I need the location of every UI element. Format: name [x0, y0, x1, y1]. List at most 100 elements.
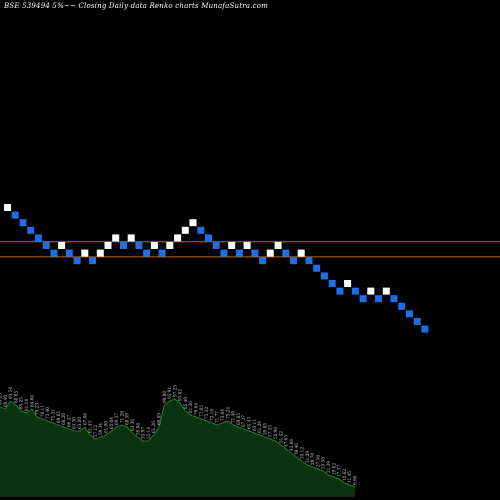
volume-label: 64.30: [72, 417, 77, 429]
volume-label: 65.43: [247, 417, 252, 429]
volume-label: 67.27: [241, 415, 246, 427]
renko-brick: [235, 249, 243, 257]
renko-brick: [305, 257, 313, 265]
renko-brick: [398, 302, 406, 310]
volume-label: 72.21: [51, 409, 56, 421]
renko-brick: [375, 295, 382, 303]
volume-label: 31.29: [305, 451, 310, 463]
volume-fill: [0, 399, 355, 497]
renko-brick: [50, 249, 58, 257]
renko-brick: [181, 226, 189, 234]
level-lines: [0, 241, 500, 258]
renko-brick: [120, 242, 127, 249]
volume-label: 17.37: [337, 465, 342, 477]
chart-title: BSE 539494 5%~~ Closing Daily data Renko…: [4, 2, 268, 10]
volume-label: 63.80: [77, 417, 82, 429]
renko-brick: [220, 249, 228, 257]
volume-label: 71.26: [119, 411, 124, 423]
renko-brick: [328, 280, 336, 287]
renko-brick: [89, 257, 96, 265]
volume-label: 73.18: [209, 409, 214, 421]
volume-label: 21.39: [326, 461, 331, 473]
renko-brick: [351, 287, 359, 295]
volume-label: 9.90: [353, 475, 358, 485]
volume-label: 57.12: [93, 425, 98, 437]
renko-brick: [58, 242, 66, 249]
volume-label: 59.85: [262, 423, 267, 435]
volume-label: 69.89: [157, 413, 162, 425]
volume-label: 67.06: [82, 413, 87, 425]
volume-label: 63.30: [130, 419, 135, 431]
volume-label: 61.43: [88, 421, 93, 433]
renko-brick: [189, 219, 197, 227]
renko-brick: [274, 242, 282, 249]
volume-label: 77.05: [199, 405, 204, 417]
renko-brick: [81, 249, 89, 257]
volume-label: 65.04: [109, 417, 114, 429]
volume-label: 81.36: [188, 401, 193, 413]
volume-label: 13.62: [342, 469, 347, 481]
renko-brick: [112, 234, 120, 242]
volume-label: 85.40: [183, 397, 188, 409]
renko-brick: [266, 249, 274, 257]
volume-label: 39.40: [294, 443, 299, 455]
renko-brick: [212, 242, 220, 249]
renko-brick: [297, 249, 305, 257]
volume-label: 59.34: [98, 423, 103, 435]
volume-label: 75.24: [225, 407, 230, 419]
volume-label: 69.37: [114, 413, 119, 425]
renko-brick: [421, 325, 429, 333]
volume-label: 61.90: [104, 421, 109, 433]
renko-brick: [336, 287, 344, 295]
volume-label: 66.47: [66, 415, 71, 427]
volume-label: 97.25: [172, 385, 177, 397]
volume-label: 79.23: [35, 403, 40, 415]
volume-label: 55.14: [146, 427, 151, 439]
renko-brick: [174, 234, 182, 242]
volume-label: 51.42: [278, 431, 283, 443]
renko-brick: [135, 242, 143, 249]
renko-brick: [406, 310, 413, 318]
renko-brick: [166, 242, 174, 249]
volume-label: 73.40: [45, 407, 50, 419]
renko-brick: [382, 287, 390, 295]
volume-line: [0, 398, 356, 488]
renko-brick: [19, 219, 27, 227]
renko-brick: [73, 257, 81, 265]
volume-label: 61.26: [257, 421, 262, 433]
renko-brick: [197, 226, 205, 234]
renko-brick: [42, 242, 50, 249]
volume-label: 55.90: [273, 427, 278, 439]
volume-label: 86.85: [0, 393, 3, 405]
renko-brick: [367, 287, 375, 295]
volume-label: 93.54: [8, 387, 13, 399]
renko-brick: [359, 295, 367, 303]
renko-brick: [390, 295, 398, 303]
volume-label: 19.82: [331, 463, 336, 475]
volume-label: 75.32: [204, 407, 209, 419]
renko-bricks: [4, 204, 429, 333]
volume-label: 88.85: [13, 391, 18, 403]
renko-brick: [127, 234, 135, 242]
volume-label: 95.91: [167, 387, 172, 399]
volume-label: 25.58: [321, 457, 326, 469]
renko-brick: [243, 242, 251, 249]
renko-brick: [251, 249, 259, 257]
volume-label: 85.25: [19, 397, 24, 409]
renko-brick: [158, 249, 166, 257]
renko-brick: [344, 280, 352, 287]
renko-brick: [11, 211, 19, 219]
volume-label: 69.85: [56, 411, 61, 423]
volume-label: 71.77: [215, 411, 220, 423]
volume-label: 68.59: [125, 413, 130, 425]
volume-label: 76.11: [40, 405, 45, 417]
volume-label: 89.40: [3, 395, 8, 407]
renko-brick: [282, 249, 290, 257]
renko-brick: [228, 242, 236, 249]
renko-brick: [150, 242, 158, 249]
volume-label: 11.45: [347, 471, 352, 483]
renko-brick: [4, 204, 11, 211]
volume-label: 81.14: [24, 399, 29, 411]
